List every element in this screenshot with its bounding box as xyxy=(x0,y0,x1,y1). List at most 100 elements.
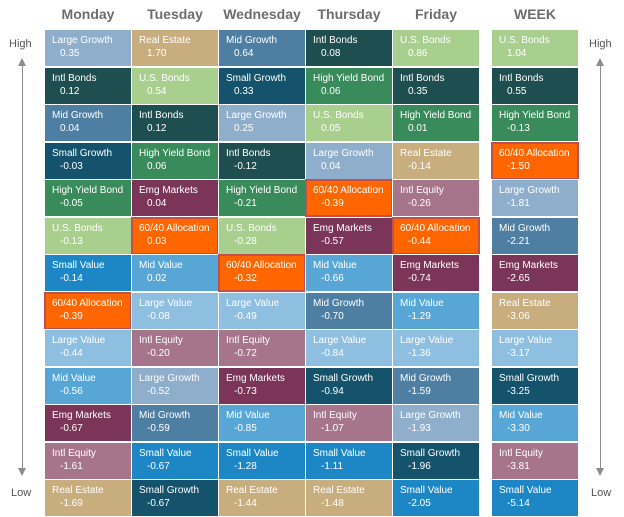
asset-class-name: U.S. Bonds xyxy=(400,35,451,46)
asset-class-name: High Yield Bond xyxy=(313,72,385,84)
return-cell: Intl Bonds 0.12 xyxy=(44,66,132,105)
return-value: 0.04 xyxy=(60,123,80,134)
asset-class-name: Intl Bonds xyxy=(499,72,544,84)
return-cell: Small Growth -0.03 xyxy=(44,141,132,180)
return-value: 0.35 xyxy=(60,48,80,59)
asset-class-name: Real Estate xyxy=(139,35,191,46)
asset-class-name: Small Growth xyxy=(313,372,374,384)
return-value: 0.03 xyxy=(147,235,167,247)
return-value: 0.01 xyxy=(408,123,428,134)
return-cell: High Yield Bond 0.06 xyxy=(305,66,393,105)
return-cell: 60/40 Allocation -0.39 xyxy=(305,179,393,217)
return-cell: Mid Growth 0.04 xyxy=(44,104,132,142)
asset-class-name: Small Value xyxy=(499,485,552,496)
return-value: -0.73 xyxy=(234,385,257,397)
asset-class-name: Intl Equity xyxy=(499,447,543,459)
asset-class-name: Real Estate xyxy=(313,485,365,496)
asset-class-name: Real Estate xyxy=(499,297,551,309)
return-cell: Real Estate -3.06 xyxy=(491,291,579,330)
return-value: -3.06 xyxy=(507,310,530,322)
return-value: -1.28 xyxy=(234,460,257,472)
return-cell: Intl Bonds -0.12 xyxy=(218,141,306,180)
asset-class-name: Small Value xyxy=(400,485,453,496)
return-value: -1.11 xyxy=(321,460,344,472)
return-cell: Real Estate -1.44 xyxy=(218,479,306,517)
asset-class-name: Small Value xyxy=(139,447,192,459)
return-cell: Small Value -1.28 xyxy=(218,441,306,480)
return-cell: Large Value -0.84 xyxy=(305,329,393,367)
asset-class-name: 60/40 Allocation xyxy=(226,260,297,271)
asset-class-name: Intl Bonds xyxy=(52,72,97,84)
column-header: WEEK xyxy=(514,6,556,22)
return-value: -1.93 xyxy=(408,423,431,434)
high-label-right: High xyxy=(589,38,612,50)
asset-class-name: Small Growth xyxy=(139,485,200,496)
column-header: Monday xyxy=(61,6,115,22)
asset-class-name: 60/40 Allocation xyxy=(400,222,471,234)
return-value: 0.08 xyxy=(321,48,341,59)
high-label-left: High xyxy=(9,38,32,50)
return-cell: Intl Equity -1.61 xyxy=(44,441,132,480)
return-cell: Real Estate 1.70 xyxy=(131,29,219,67)
asset-class-name: Emg Markets xyxy=(499,260,558,271)
asset-class-name: Real Estate xyxy=(52,485,104,496)
asset-class-name: Intl Bonds xyxy=(139,110,184,121)
return-value: -0.20 xyxy=(147,348,170,359)
asset-class-name: Emg Markets xyxy=(313,222,372,234)
return-value: -3.17 xyxy=(507,348,530,359)
return-cell: Mid Value -0.66 xyxy=(305,254,393,292)
return-value: 0.33 xyxy=(234,85,254,97)
return-value: -0.52 xyxy=(147,385,170,397)
asset-class-name: Small Growth xyxy=(400,447,461,459)
return-value: 0.06 xyxy=(147,160,167,172)
return-value: -0.28 xyxy=(234,235,257,247)
return-value: -1.69 xyxy=(60,498,83,509)
return-value: -1.50 xyxy=(507,160,530,172)
asset-class-name: High Yield Bond xyxy=(400,110,472,121)
asset-class-name: Mid Value xyxy=(313,260,357,271)
return-value: -1.29 xyxy=(408,310,431,322)
return-value: -3.25 xyxy=(507,385,530,397)
return-value: -0.49 xyxy=(234,310,257,322)
return-cell: High Yield Bond 0.01 xyxy=(392,104,480,142)
arrow-down-icon xyxy=(596,468,604,476)
return-value: -0.70 xyxy=(321,310,344,322)
asset-class-name: U.S. Bonds xyxy=(52,222,103,234)
asset-class-name: Mid Growth xyxy=(226,35,278,46)
return-cell: Large Growth 0.35 xyxy=(44,29,132,67)
return-cell: Real Estate -0.14 xyxy=(392,141,480,180)
return-cell: Intl Bonds 0.12 xyxy=(131,104,219,142)
return-cell: Large Growth -1.93 xyxy=(392,404,480,442)
asset-class-name: Mid Growth xyxy=(52,110,104,121)
return-value: -0.66 xyxy=(321,273,344,284)
asset-class-name: Large Growth xyxy=(400,410,461,421)
return-cell: Small Growth -3.25 xyxy=(491,366,579,405)
return-value: -0.44 xyxy=(60,348,83,359)
low-label-right: Low xyxy=(591,487,612,499)
return-value: -0.44 xyxy=(408,235,431,247)
asset-class-name: Intl Equity xyxy=(139,335,183,346)
return-cell: 60/40 Allocation -0.39 xyxy=(44,291,132,330)
asset-class-name: Large Growth xyxy=(226,110,287,121)
asset-class-name: Small Growth xyxy=(499,372,560,384)
column-header: Wednesday xyxy=(223,6,301,22)
return-value: -0.67 xyxy=(60,423,83,434)
asset-class-name: Mid Value xyxy=(400,297,444,309)
return-value: -2.65 xyxy=(507,273,530,284)
return-cell: 60/40 Allocation 0.03 xyxy=(131,216,219,255)
asset-class-name: Intl Bonds xyxy=(226,147,271,159)
asset-class-name: Large Value xyxy=(499,335,553,346)
return-cell: Intl Equity -3.81 xyxy=(491,441,579,480)
asset-class-name: U.S. Bonds xyxy=(499,35,550,46)
return-cell: Small Value -5.14 xyxy=(491,479,579,517)
return-cell: Intl Equity -0.72 xyxy=(218,329,306,367)
return-value: -1.48 xyxy=(321,498,344,509)
return-cell: Emg Markets -0.73 xyxy=(218,366,306,405)
return-value: -0.14 xyxy=(408,160,431,172)
asset-class-name: Intl Bonds xyxy=(313,35,358,46)
return-value: -0.12 xyxy=(234,160,257,172)
asset-class-name: U.S. Bonds xyxy=(313,110,364,121)
return-value: -0.13 xyxy=(507,123,530,134)
return-cell: U.S. Bonds 0.54 xyxy=(131,66,219,105)
return-cell: Large Growth -1.81 xyxy=(491,179,579,217)
